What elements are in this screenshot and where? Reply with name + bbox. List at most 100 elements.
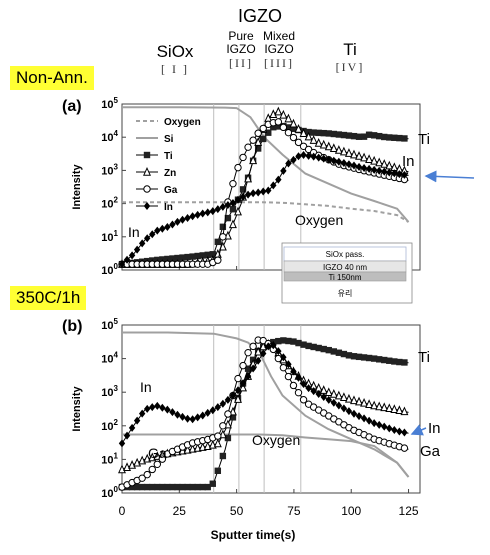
series-marker-in — [365, 164, 373, 173]
series-marker-zn — [370, 400, 379, 410]
series-marker-zn — [289, 118, 298, 128]
series-marker-zn — [375, 157, 384, 167]
region-2-name: Pure IGZO — [226, 29, 256, 56]
series-marker-zn — [380, 159, 389, 168]
series-marker-zn — [254, 137, 263, 146]
series-marker-in — [360, 414, 368, 423]
series-marker-in — [265, 342, 272, 351]
condition-label-non-annealed: Non-Ann. — [10, 66, 94, 90]
series-marker-ti — [275, 337, 282, 345]
series-marker-zn — [339, 146, 348, 156]
series-marker-ti — [244, 365, 252, 372]
series-marker-ti — [204, 483, 211, 491]
series-marker-ga — [244, 143, 252, 151]
series-marker-ti — [189, 253, 196, 260]
y-tick-label: 104 — [101, 129, 118, 144]
series-marker-in — [189, 212, 196, 221]
series-marker-ga — [234, 374, 242, 383]
series-marker-ti — [229, 414, 237, 421]
series-marker-zn — [234, 394, 242, 403]
series-marker-ga — [219, 422, 227, 430]
panel-a: 100 101 102 103 104 105 Intensity Oxygen Si Ti Zn G… — [71, 96, 475, 304]
series-marker-in — [123, 431, 131, 440]
series-marker-zn — [239, 382, 248, 392]
series-marker-ti — [184, 253, 191, 261]
series-marker-ti — [219, 452, 227, 460]
series-marker-zn — [213, 438, 222, 448]
series-marker-ti — [144, 483, 151, 491]
series-marker-in — [164, 222, 171, 231]
series-marker-ti — [169, 255, 176, 262]
series-marker-in — [159, 403, 166, 412]
series-marker-ti — [290, 125, 297, 133]
series-marker-zn — [344, 393, 353, 403]
series-marker-zn — [198, 442, 207, 451]
region-1-numeral: [ I ] — [161, 62, 189, 76]
series-marker-ti — [174, 483, 181, 491]
y-tick-label: 102 — [101, 418, 118, 433]
series-marker-zn — [294, 123, 303, 133]
series-marker-ti — [285, 124, 292, 131]
series-marker-zn — [350, 149, 358, 159]
series-marker-in — [179, 412, 186, 421]
series-marker-ti — [133, 483, 141, 491]
series-marker-in — [401, 428, 408, 437]
legend-label-si: Si — [164, 134, 174, 145]
series-marker-in — [275, 175, 282, 184]
series-marker-zn — [400, 406, 409, 416]
series-marker-in — [133, 245, 141, 254]
series-marker-ti — [340, 350, 348, 358]
series-marker-ga — [214, 256, 222, 264]
series-marker-ti — [345, 352, 353, 359]
series-marker-in — [159, 224, 166, 233]
series-marker-in — [290, 155, 297, 164]
series-marker-in — [350, 161, 358, 170]
series-marker-in — [381, 422, 388, 431]
inset-label-igzo: IGZO 40 nm — [323, 263, 367, 272]
y-tick-label: 100 — [101, 262, 118, 277]
series-marker-in — [194, 210, 201, 219]
y-tick-label: 102 — [101, 196, 118, 211]
series-marker-ga — [224, 410, 232, 418]
series-marker-ti — [209, 480, 216, 487]
series-marker-zn — [385, 403, 394, 413]
region-4-numeral: [IV] — [335, 60, 365, 74]
panel-b-tag: (b) — [62, 318, 83, 335]
legend-label-zn: Zn — [164, 168, 176, 179]
series-marker-in — [275, 347, 282, 356]
series-marker-ti — [391, 134, 398, 141]
region-2-numeral: [II] — [229, 56, 253, 70]
series-marker-ti — [310, 129, 317, 136]
series-marker-in — [179, 215, 186, 224]
series-marker-in — [229, 391, 237, 400]
series-marker-ti — [365, 131, 373, 138]
series-marker-ti — [401, 359, 408, 366]
plot-frame — [121, 103, 421, 271]
series-marker-in — [138, 409, 146, 418]
series-marker-ti — [224, 434, 232, 442]
panel-b: 100 101 102 103 104 105 0 25 50 75 100 125 Intensity… — [71, 317, 441, 542]
series-marker-in — [386, 424, 393, 433]
series-marker-in — [149, 230, 156, 239]
series-marker-ga — [229, 179, 237, 188]
series-marker-in — [295, 373, 302, 382]
annotation-oxygen: Oxygen — [252, 432, 300, 448]
series-marker-in — [280, 166, 287, 175]
series-marker-in — [164, 405, 171, 414]
series-marker-in — [169, 220, 176, 229]
igzo-label: IGZO — [238, 6, 282, 26]
series-marker-ti — [290, 338, 297, 345]
series-marker-in — [270, 181, 277, 190]
series-marker-zn — [249, 155, 258, 165]
series-marker-ga — [138, 474, 146, 482]
series-marker-ga — [284, 372, 293, 381]
series-marker-ti — [164, 255, 171, 263]
series-marker-ti — [360, 354, 368, 361]
series-marker-ga — [214, 432, 222, 440]
series-marker-in — [194, 413, 201, 422]
series-marker-in — [285, 159, 292, 168]
series-marker-ga — [289, 133, 298, 142]
series-marker-ti — [310, 343, 317, 351]
